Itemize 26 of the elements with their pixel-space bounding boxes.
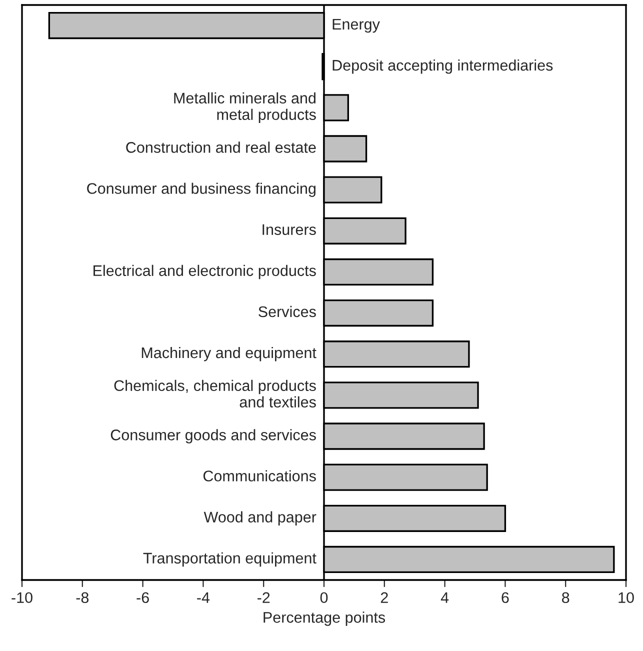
y-tick-label: Electrical and electronic products bbox=[94, 264, 316, 280]
y-tick-label: Transportation equipment bbox=[143, 552, 316, 567]
x-axis-title: Percentage points bbox=[264, 612, 386, 626]
x-tick-label: -6 bbox=[136, 592, 149, 604]
x-tick-label: 8 bbox=[562, 592, 570, 604]
y-tick-label: Consumer and business financing bbox=[87, 182, 316, 197]
x-tick-label: -8 bbox=[76, 592, 89, 604]
y-tick-label: Energy bbox=[332, 18, 380, 33]
y-tick-label: Consumer goods and services bbox=[110, 429, 316, 444]
x-tick-label: -10 bbox=[12, 592, 32, 604]
y-tick-label: Insurers bbox=[262, 224, 316, 235]
y-tick-label: Wood and paper bbox=[204, 511, 316, 526]
y-tick-label: Metallic minerals and metal products bbox=[174, 92, 316, 124]
x-tick-label: 4 bbox=[440, 592, 449, 603]
x-tick-label: 6 bbox=[502, 592, 509, 604]
x-tick-label: 2 bbox=[380, 592, 388, 603]
y-tick-label: Chemicals, chemical products and textiles bbox=[114, 380, 316, 408]
x-tick-label: 0 bbox=[320, 592, 328, 604]
y-tick-label: Construction and real estate bbox=[126, 142, 316, 153]
y-tick-label: Deposit accepting intermediaries bbox=[332, 59, 553, 74]
x-tick-label: 10 bbox=[618, 592, 634, 604]
x-tick-label: -4 bbox=[197, 592, 210, 603]
x-tick-label: -2 bbox=[257, 592, 270, 603]
y-tick-label: Services bbox=[258, 306, 316, 318]
y-tick-label: Communications bbox=[203, 470, 316, 482]
y-tick-label: Machinery and equipment bbox=[142, 346, 316, 362]
